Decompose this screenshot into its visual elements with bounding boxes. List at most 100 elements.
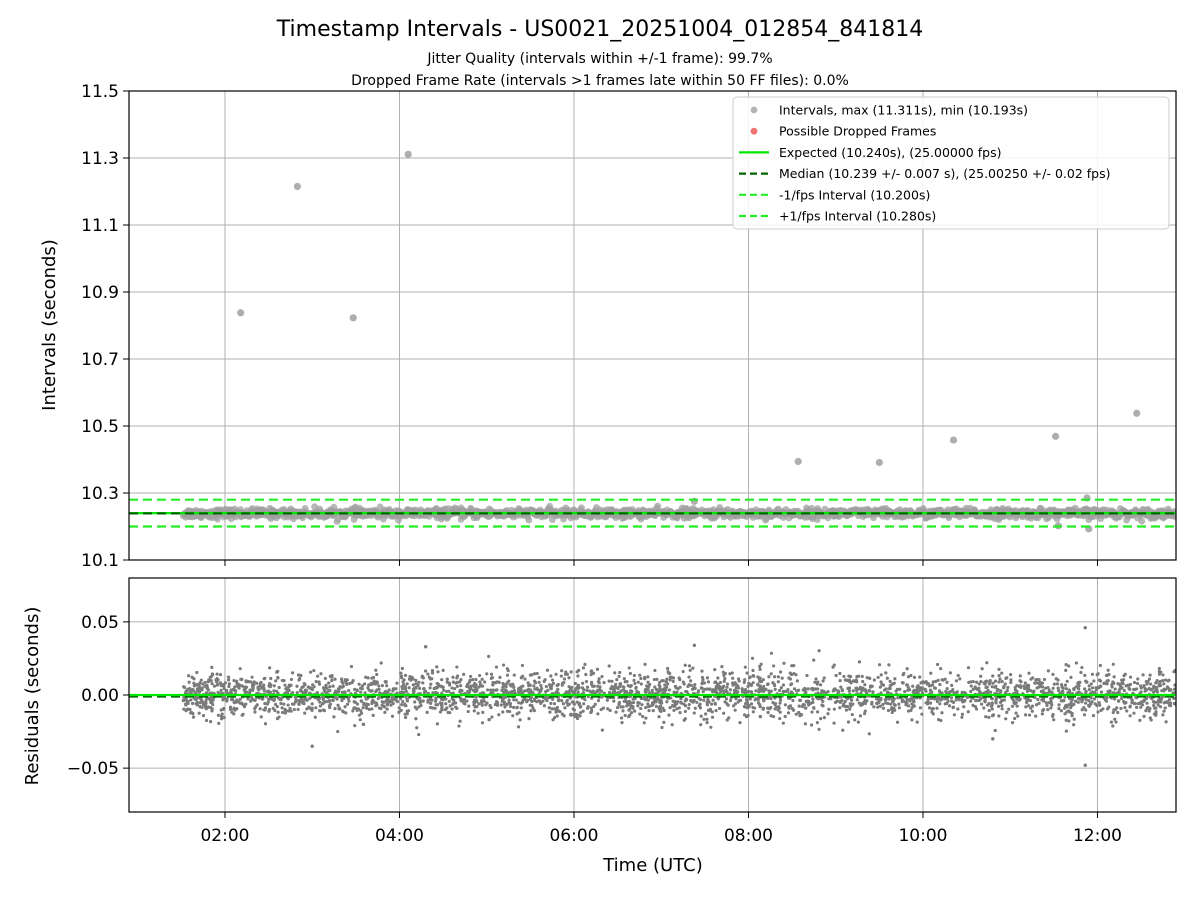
residual-point (1005, 688, 1009, 693)
residual-point (560, 699, 564, 703)
residual-point (299, 673, 303, 678)
residual-point (926, 697, 930, 701)
residual-point (654, 700, 658, 704)
residual-point (536, 688, 540, 692)
residual-point (1148, 695, 1152, 699)
residual-point (1026, 698, 1030, 702)
residual-point (404, 695, 408, 699)
residual-point (380, 703, 384, 707)
residual-point (769, 672, 773, 676)
residual-point (1047, 688, 1051, 692)
residual-point (687, 702, 691, 707)
residual-point (838, 700, 842, 704)
residual-point (803, 706, 807, 710)
residual-point (267, 682, 272, 686)
residual-point (283, 711, 288, 715)
residual-point (545, 668, 550, 672)
residual-point (1153, 706, 1157, 710)
residual-point (288, 706, 292, 711)
residual-point (467, 704, 471, 708)
residual-point (265, 690, 269, 694)
residual-point (378, 691, 382, 695)
residual-point (1017, 698, 1021, 702)
intervals-panel: 10.110.310.510.710.911.111.311.5 (81, 82, 1177, 571)
residual-point (834, 673, 838, 678)
residual-point (612, 689, 616, 693)
residual-point (960, 715, 964, 719)
residual-point (421, 676, 425, 680)
residual-point (938, 682, 942, 687)
residual-point (474, 677, 478, 682)
intervals-ytick-label-0: 10.1 (81, 551, 119, 571)
residual-point (571, 691, 575, 695)
residual-point (303, 688, 308, 693)
residual-point (507, 701, 511, 705)
residual-point (359, 699, 364, 703)
residual-point (403, 685, 407, 689)
residual-point (411, 683, 415, 687)
residual-point (929, 671, 933, 675)
residual-point (679, 697, 683, 701)
residual-point (1098, 684, 1103, 688)
residual-point (870, 684, 874, 688)
residual-point (667, 671, 671, 675)
residual-point (1120, 680, 1125, 685)
residual-point (359, 711, 364, 715)
residual-point (906, 688, 910, 692)
residual-point (486, 688, 490, 692)
residual-point (529, 709, 533, 713)
residual-point (365, 706, 369, 710)
residual-point (951, 700, 956, 704)
interval-point (1138, 517, 1146, 525)
residual-point (879, 680, 883, 684)
residual-point (451, 675, 455, 679)
residual-point (512, 673, 516, 677)
residual-point (691, 700, 695, 704)
residual-point (248, 688, 252, 692)
residual-point (910, 702, 914, 706)
residual-point (728, 698, 733, 703)
residual-point (563, 672, 568, 676)
residual-point (646, 675, 650, 679)
residual-point (523, 677, 527, 681)
residual-point (623, 713, 627, 718)
interval-outlier-5 (875, 458, 883, 467)
residual-point (336, 703, 340, 707)
residual-point (516, 689, 521, 694)
residual-point (453, 701, 458, 705)
residual-point (682, 718, 686, 722)
residual-point (401, 680, 405, 684)
residual-point (915, 689, 919, 693)
residual-point (1097, 701, 1101, 705)
residual-point (210, 709, 214, 713)
residual-point (1069, 705, 1073, 710)
residual-point (1027, 713, 1032, 717)
residual-point (482, 699, 486, 703)
residual-point (849, 675, 853, 679)
residual-point (814, 687, 818, 691)
residual-point (885, 676, 889, 680)
residual-point (897, 702, 901, 706)
residual-point (832, 721, 836, 725)
residual-point (590, 684, 595, 688)
residual-point (859, 703, 863, 707)
residual-point (508, 704, 513, 709)
residual-point (583, 662, 587, 667)
residual-point (940, 697, 944, 701)
residual-point (1072, 717, 1076, 721)
residual-point (1077, 681, 1081, 685)
residual-point (525, 700, 529, 704)
residual-point (283, 683, 287, 687)
residual-point (783, 703, 787, 707)
residual-point (373, 681, 377, 685)
residual-point (251, 688, 255, 692)
residual-point (316, 674, 320, 678)
residual-point (897, 706, 901, 710)
residual-point (1158, 705, 1163, 709)
residual-point (705, 720, 709, 725)
residual-point (1104, 673, 1109, 677)
residual-point (207, 678, 211, 682)
legend-label-2: Expected (10.240s), (25.00000 fps) (779, 145, 1001, 160)
residual-point (973, 685, 977, 689)
residual-point (1049, 706, 1053, 710)
